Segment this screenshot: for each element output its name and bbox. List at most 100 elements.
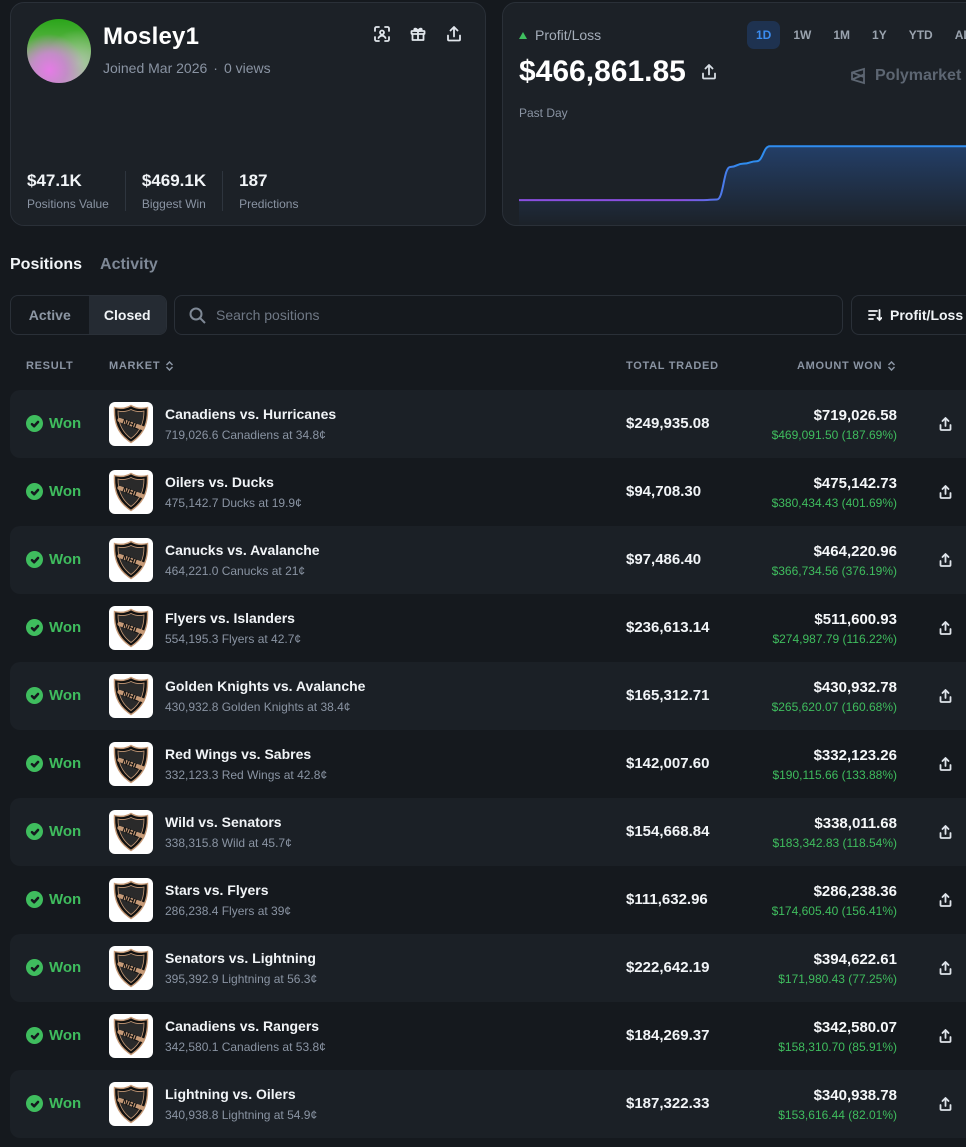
pnl-heading: Profit/Loss [519, 27, 601, 43]
position-detail: 340,938.8 Lightning at 54.9¢ [165, 1108, 318, 1122]
result-badge: Won [26, 959, 81, 976]
share-icon[interactable] [936, 755, 954, 773]
stat-positions-value: $47.1K Positions Value [27, 171, 126, 211]
nhl-shield-icon[interactable]: NHL [109, 606, 153, 650]
total-traded: $94,708.30 [626, 483, 702, 500]
range-tab-all[interactable]: ALL [954, 28, 966, 42]
result-badge: Won [26, 415, 81, 432]
profit-loss: $265,620.07 (160.68%) [771, 700, 897, 714]
tab-positions[interactable]: Positions [10, 256, 83, 273]
pnl-chart-line [519, 145, 966, 202]
position-row[interactable]: Won NHL Lightning vs. Oilers 340,938.8 L… [10, 1070, 966, 1138]
profit-loss: $380,434.43 (401.69%) [771, 496, 897, 510]
column-market[interactable]: MARKET [109, 360, 174, 372]
position-row[interactable]: Won NHL Flyers vs. Islanders 554,195.3 F… [10, 594, 966, 662]
result-label: Won [49, 415, 82, 432]
view-count: 0 views [223, 60, 271, 76]
nhl-shield-icon[interactable]: NHL [109, 470, 153, 514]
pnl-label: Profit/Loss [535, 27, 602, 43]
active-filter-button[interactable]: Active [28, 307, 71, 323]
nhl-shield-icon[interactable]: NHL [109, 402, 153, 446]
result-label: Won [49, 755, 82, 772]
share-icon[interactable] [936, 483, 954, 501]
separator-dot: · [213, 60, 218, 76]
nhl-shield-icon[interactable]: NHL [109, 1082, 153, 1126]
check-circle-icon [26, 1027, 43, 1044]
up-triangle-icon [519, 31, 527, 39]
range-tab-ytd[interactable]: YTD [908, 28, 933, 42]
position-row[interactable]: Won NHL Stars vs. Flyers 286,238.4 Flyer… [10, 866, 966, 934]
stat-label: Predictions [239, 197, 299, 211]
position-detail: 554,195.3 Flyers at 42.7¢ [165, 632, 302, 646]
market-title[interactable]: Senators vs. Lightning [165, 950, 316, 966]
result-label: Won [49, 619, 82, 636]
share-icon[interactable] [936, 1095, 954, 1113]
nhl-shield-icon[interactable]: NHL [109, 810, 153, 854]
result-badge: Won [26, 1027, 81, 1044]
nhl-shield-icon[interactable]: NHL [109, 878, 153, 922]
market-title[interactable]: Oilers vs. Ducks [165, 474, 274, 490]
stat-value: $469.1K [141, 171, 207, 190]
position-row[interactable]: Won NHL Canadiens vs. Rangers 342,580.1 … [10, 1002, 966, 1070]
share-icon[interactable] [700, 63, 718, 81]
profit-loss: $274,987.79 (116.22%) [772, 632, 897, 646]
position-detail: 395,392.9 Lightning at 56.3¢ [165, 972, 318, 986]
position-row[interactable]: Won NHL Canucks vs. Avalanche 464,221.0 … [10, 526, 966, 594]
market-title[interactable]: Golden Knights vs. Avalanche [165, 678, 366, 694]
position-row[interactable]: Won NHL Red Wings vs. Sabres 332,123.3 R… [10, 730, 966, 798]
share-icon[interactable] [936, 619, 954, 637]
share-icon[interactable] [936, 415, 954, 433]
position-row[interactable]: Won NHL Canadiens vs. Hurricanes 719,026… [10, 390, 966, 458]
amount-won: $340,938.78 [813, 1087, 897, 1104]
share-icon[interactable] [936, 1027, 954, 1045]
nhl-shield-icon[interactable]: NHL [109, 1014, 153, 1058]
nhl-shield-icon[interactable]: NHL [109, 538, 153, 582]
share-icon[interactable] [936, 891, 954, 909]
range-tab-1d[interactable]: 1D [747, 21, 781, 49]
result-label: Won [49, 551, 82, 568]
tab-activity[interactable]: Activity [100, 256, 158, 273]
pnl-value: $466,861.85 [519, 55, 686, 88]
profit-loss: $469,091.50 (187.69%) [771, 428, 897, 442]
range-tab-1m[interactable]: 1M [833, 28, 851, 42]
share-icon[interactable] [936, 823, 954, 841]
sort-button[interactable]: Profit/Loss [851, 295, 966, 335]
market-title[interactable]: Canucks vs. Avalanche [165, 542, 320, 558]
market-title[interactable]: Canadiens vs. Rangers [165, 1018, 320, 1034]
market-title[interactable]: Stars vs. Flyers [165, 882, 269, 898]
check-circle-icon [26, 483, 43, 500]
position-detail: 342,580.1 Canadiens at 53.8¢ [165, 1040, 326, 1054]
market-title[interactable]: Canadiens vs. Hurricanes [165, 406, 337, 422]
profit-loss: $174,605.40 (156.41%) [771, 904, 897, 918]
result-badge: Won [26, 687, 81, 704]
scan-icon[interactable] [373, 25, 391, 43]
gift-icon[interactable] [409, 25, 427, 43]
profit-loss: $153,616.44 (82.01%) [778, 1108, 897, 1122]
nhl-shield-icon[interactable]: NHL [109, 742, 153, 786]
column-amount-won[interactable]: AMOUNT WON [797, 360, 896, 372]
market-title[interactable]: Wild vs. Senators [165, 814, 282, 830]
closed-filter-button[interactable]: Closed [88, 296, 166, 334]
position-detail: 719,026.6 Canadiens at 34.8¢ [165, 428, 326, 442]
share-icon[interactable] [936, 687, 954, 705]
market-title[interactable]: Red Wings vs. Sabres [165, 746, 312, 762]
share-icon[interactable] [936, 959, 954, 977]
total-traded: $97,486.40 [626, 551, 702, 568]
market-title[interactable]: Flyers vs. Islanders [165, 610, 295, 626]
range-tab-1w[interactable]: 1W [793, 28, 812, 42]
position-detail: 475,142.7 Ducks at 19.9¢ [165, 496, 302, 510]
position-row[interactable]: Won NHL Golden Knights vs. Avalanche 430… [10, 662, 966, 730]
nhl-shield-icon[interactable]: NHL [109, 946, 153, 990]
share-icon[interactable] [445, 25, 463, 43]
market-title[interactable]: Lightning vs. Oilers [165, 1086, 296, 1102]
amount-won: $511,600.93 [814, 611, 897, 628]
share-icon[interactable] [936, 551, 954, 569]
position-row[interactable]: Won NHL Wild vs. Senators 338,315.8 Wild… [10, 798, 966, 866]
position-row[interactable]: Won NHL Senators vs. Lightning 395,392.9… [10, 934, 966, 1002]
position-row[interactable]: Won NHL Oilers vs. Ducks 475,142.7 Ducks… [10, 458, 966, 526]
polymarket-logo-icon [851, 67, 865, 85]
nhl-shield-icon[interactable]: NHL [109, 674, 153, 718]
avatar[interactable] [27, 19, 91, 83]
range-tab-1y[interactable]: 1Y [872, 28, 887, 42]
search-input[interactable] [216, 307, 816, 323]
